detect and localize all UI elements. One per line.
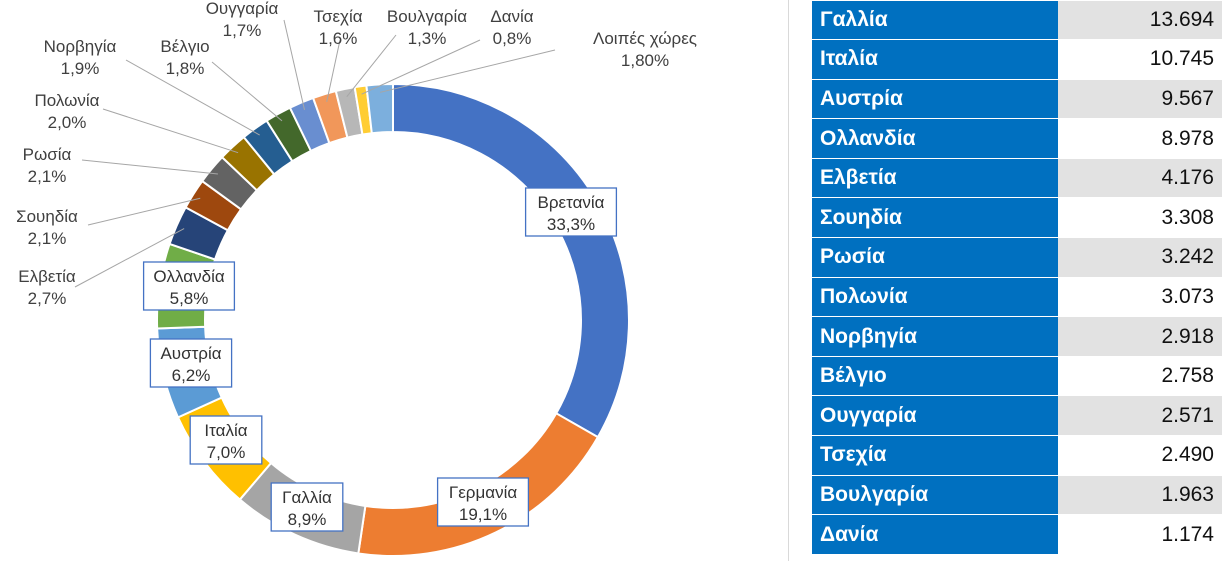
table-row: Ρωσία 3.242: [812, 237, 1222, 278]
leader-line-σουηδία: [87, 197, 201, 226]
country-value: 10.745: [1058, 39, 1222, 80]
slice-label-σουηδία: Σουηδία: [16, 207, 78, 226]
country-value: 2.918: [1058, 316, 1222, 357]
country-name: Ολλανδία: [812, 118, 1058, 159]
table-row: Ουγγαρία 2.571: [812, 395, 1222, 437]
country-value: 1.174: [1058, 514, 1222, 555]
slice-value-γαλλία: 8,9%: [288, 510, 327, 529]
leader-line-τσεχία: [326, 39, 341, 102]
slice-value-σουηδία: 2,1%: [28, 229, 67, 248]
slice-value-ρωσία: 2,1%: [28, 167, 67, 186]
slice-value-ολλανδία: 5,8%: [170, 289, 209, 308]
slice-label-βρετανία: Βρετανία: [538, 193, 605, 212]
slice-label-ουγγαρία: Ουγγαρία: [206, 0, 279, 18]
slice-value-βουλγαρία: 1,3%: [408, 29, 447, 48]
slice-label-βέλγιο: Βέλγιο: [160, 37, 209, 56]
label-box-βρετανία: [524, 187, 618, 237]
label-box-ιταλία: [189, 415, 263, 465]
table-row: Νορβηγία 2.918: [812, 316, 1222, 357]
leader-line-νορβηγία: [125, 59, 260, 136]
leader-line-ρωσία: [81, 159, 218, 175]
slice-βρετανία: [392, 82, 630, 439]
leader-line-δανία: [361, 39, 481, 95]
leader-line-βουλγαρία: [346, 34, 397, 98]
slice-value-βρετανία: 33,3%: [547, 215, 595, 234]
slice-value-γερμανία: 19,1%: [459, 505, 507, 524]
slice-value-δανία: 0,8%: [493, 29, 532, 48]
table-row: Τσεχία 2.490: [812, 435, 1222, 476]
country-name: Δανία: [812, 514, 1058, 555]
slice-label-γερμανία: Γερμανία: [449, 483, 518, 502]
country-name: Βουλγαρία: [812, 475, 1058, 516]
country-name: Ουγγαρία: [812, 395, 1058, 437]
country-value: 3.073: [1058, 277, 1222, 318]
leader-line-ελβετία: [74, 228, 185, 288]
slice-value-πολωνία: 2,0%: [48, 113, 87, 132]
slice-label-ρωσία: Ρωσία: [23, 145, 72, 164]
slice-value-λοιπές-χώρες: 1,80%: [621, 51, 669, 70]
leader-line-βέλγιο: [211, 61, 283, 122]
slice-label-δανία: Δανία: [490, 7, 533, 26]
slice-label-βουλγαρία: Βουλγαρία: [387, 7, 467, 26]
country-name: Αυστρία: [812, 79, 1058, 120]
donut-chart: Βρετανία 33,3% Γερμανία 19,1% Γαλλία 8,9% Ιταλ…: [16, 0, 697, 557]
country-value: 9.567: [1058, 79, 1222, 120]
slice-value-ουγγαρία: 1,7%: [223, 21, 262, 40]
slice-label-αυστρία: Αυστρία: [160, 344, 221, 363]
table-row: Πολωνία 3.073: [812, 277, 1222, 318]
slice-label-ολλανδία: Ολλανδία: [153, 267, 225, 286]
label-box-γερμανία: [436, 477, 530, 527]
table-row: Ιταλία 10.745: [812, 39, 1222, 80]
slice-label-πολωνία: Πολωνία: [34, 91, 99, 110]
leader-line-λοιπές-χώρες: [380, 49, 556, 93]
country-name: Πολωνία: [812, 277, 1058, 318]
slice-label-τσεχία: Τσεχία: [313, 7, 362, 26]
country-name: Τσεχία: [812, 435, 1058, 476]
country-table: Γαλλία 13.694 Ιταλία 10.745 Αυστρία 9.567 Ολλα…: [812, 0, 1222, 555]
table-row: Βέλγιο 2.758: [812, 356, 1222, 397]
table-row: Βουλγαρία 1.963: [812, 475, 1222, 516]
leader-line-πολωνία: [102, 108, 239, 154]
country-name: Ρωσία: [812, 237, 1058, 278]
country-name: Βέλγιο: [812, 356, 1058, 397]
country-value: 3.242: [1058, 237, 1222, 278]
country-value: 13.694: [1058, 0, 1222, 41]
country-name: Νορβηγία: [812, 316, 1058, 357]
country-value: 4.176: [1058, 158, 1222, 199]
leader-line-ουγγαρία: [283, 19, 305, 110]
table-row: Αυστρία 9.567: [812, 79, 1222, 120]
slice-label-λοιπές-χώρες: Λοιπές χώρες: [593, 29, 697, 48]
slice-λοιπές-χώρες: [365, 82, 394, 135]
country-value: 2.758: [1058, 356, 1222, 397]
table-row: Γαλλία 13.694: [812, 0, 1222, 41]
country-value: 1.963: [1058, 475, 1222, 516]
country-name: Ιταλία: [812, 39, 1058, 80]
country-value: 3.308: [1058, 197, 1222, 239]
table-row: Ολλανδία 8.978: [812, 118, 1222, 159]
table-row: Σουηδία 3.308: [812, 197, 1222, 239]
slice-value-αυστρία: 6,2%: [172, 366, 211, 385]
table-row: Δανία 1.174: [812, 514, 1222, 555]
country-value: 2.490: [1058, 435, 1222, 476]
label-box-αυστρία: [149, 338, 233, 388]
slice-label-ιταλία: Ιταλία: [204, 421, 247, 440]
slice-value-νορβηγία: 1,9%: [61, 59, 100, 78]
slice-value-τσεχία: 1,6%: [319, 29, 358, 48]
label-box-γαλλία: [270, 482, 344, 532]
panel-divider: [788, 0, 789, 561]
country-name: Γαλλία: [812, 0, 1058, 41]
table-row: Ελβετία 4.176: [812, 158, 1222, 199]
country-value: 8.978: [1058, 118, 1222, 159]
slice-value-ελβετία: 2,7%: [28, 289, 67, 308]
slice-value-ιταλία: 7,0%: [207, 443, 246, 462]
slice-label-γαλλία: Γαλλία: [282, 488, 332, 507]
slice-label-ελβετία: Ελβετία: [18, 267, 76, 286]
country-value: 2.571: [1058, 395, 1222, 437]
country-name: Ελβετία: [812, 158, 1058, 199]
country-name: Σουηδία: [812, 197, 1058, 239]
slice-value-βέλγιο: 1,8%: [166, 59, 205, 78]
slice-label-νορβηγία: Νορβηγία: [44, 37, 117, 56]
label-box-ολλανδία: [142, 261, 236, 311]
